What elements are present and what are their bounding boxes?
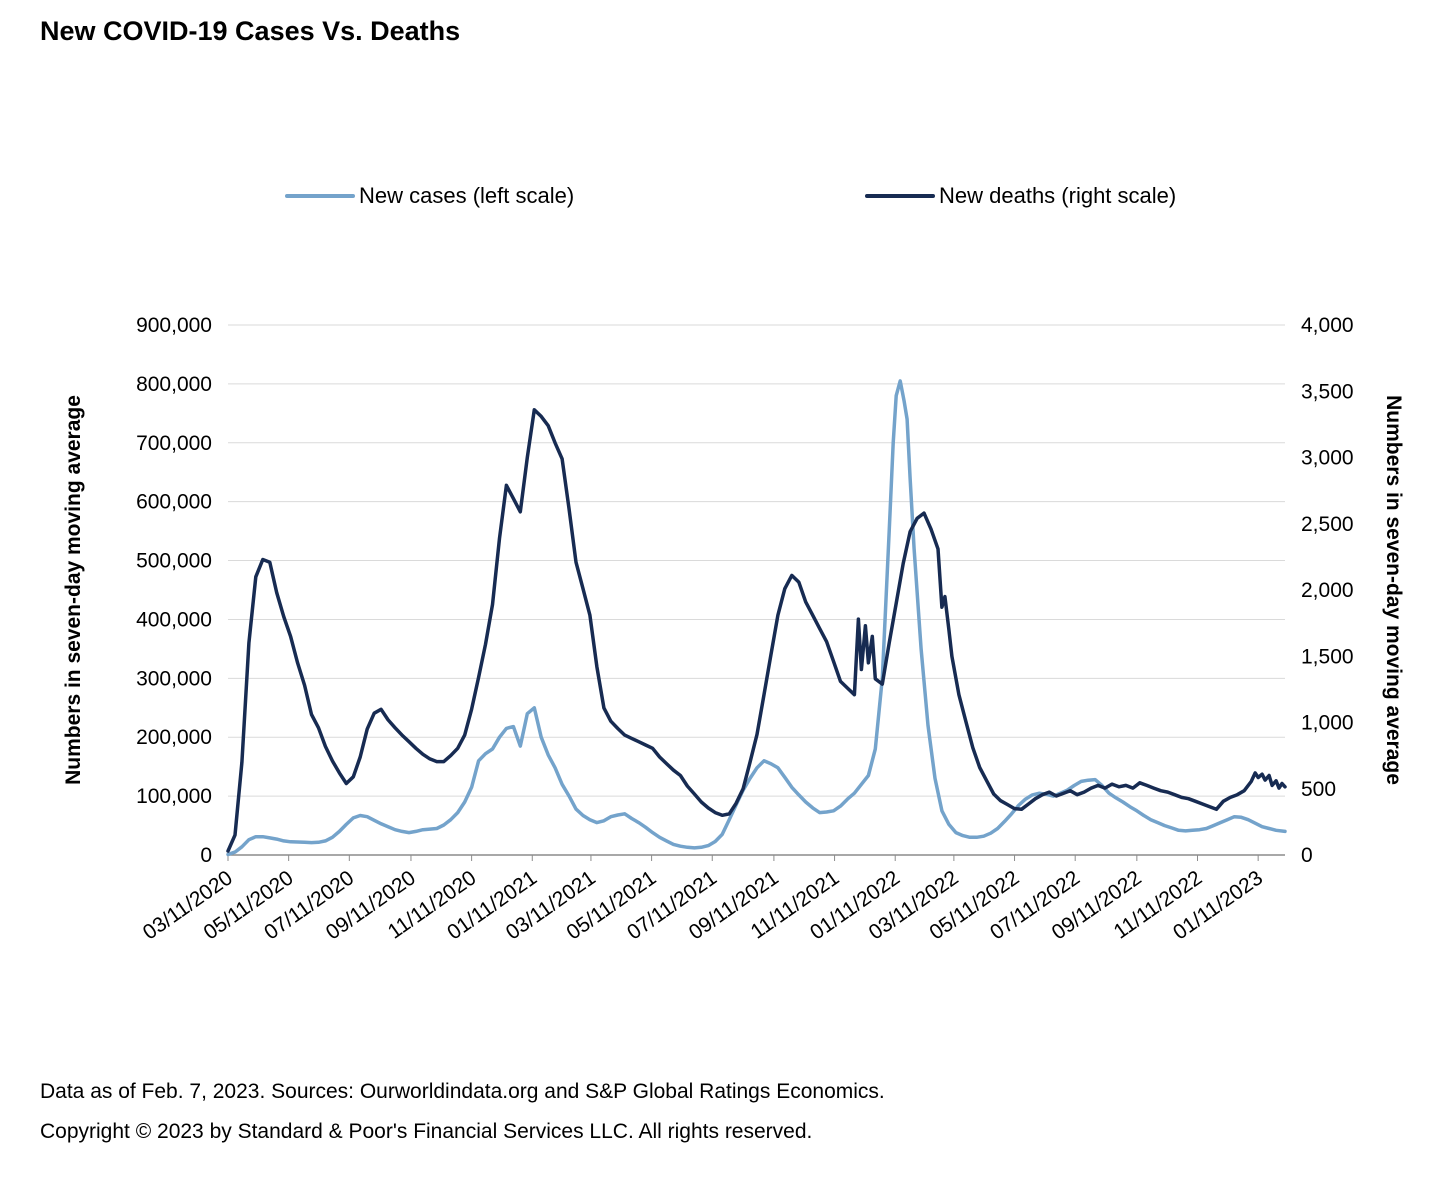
legend-item-deaths: New deaths (right scale) xyxy=(865,183,1176,209)
source-note: Data as of Feb. 7, 2023. Sources: Ourwor… xyxy=(40,1080,885,1103)
dual-axis-line-chart: 0 100,000 200,000 300,000 400,000 500,000 600,… xyxy=(136,314,1354,944)
svg-text:600,000: 600,000 xyxy=(136,491,212,514)
svg-text:500: 500 xyxy=(1301,778,1336,801)
svg-text:100,000: 100,000 xyxy=(136,785,212,808)
svg-text:800,000: 800,000 xyxy=(136,373,212,396)
svg-text:1,000: 1,000 xyxy=(1301,712,1354,735)
cases-line-swatch xyxy=(285,194,355,198)
svg-text:1,500: 1,500 xyxy=(1301,645,1354,668)
svg-text:400,000: 400,000 xyxy=(136,608,212,631)
svg-text:3,000: 3,000 xyxy=(1301,447,1354,470)
legend-label-cases: New cases (left scale) xyxy=(359,183,575,208)
svg-text:200,000: 200,000 xyxy=(136,726,212,749)
svg-text:0: 0 xyxy=(200,844,212,867)
deaths-line-swatch xyxy=(865,194,935,198)
page-title: New COVID-19 Cases Vs. Deaths xyxy=(40,16,461,46)
svg-text:4,000: 4,000 xyxy=(1301,314,1354,337)
svg-text:900,000: 900,000 xyxy=(136,314,212,337)
svg-text:700,000: 700,000 xyxy=(136,432,212,455)
legend-item-cases: New cases (left scale) xyxy=(285,183,574,209)
svg-text:3,500: 3,500 xyxy=(1301,380,1354,403)
svg-text:0: 0 xyxy=(1301,844,1313,867)
svg-text:2,000: 2,000 xyxy=(1301,579,1354,602)
copyright-note: Copyright © 2023 by Standard & Poor's Fi… xyxy=(40,1120,813,1143)
svg-text:500,000: 500,000 xyxy=(136,550,212,573)
svg-text:300,000: 300,000 xyxy=(136,667,212,690)
legend-label-deaths: New deaths (right scale) xyxy=(939,183,1177,208)
svg-text:2,500: 2,500 xyxy=(1301,513,1354,536)
